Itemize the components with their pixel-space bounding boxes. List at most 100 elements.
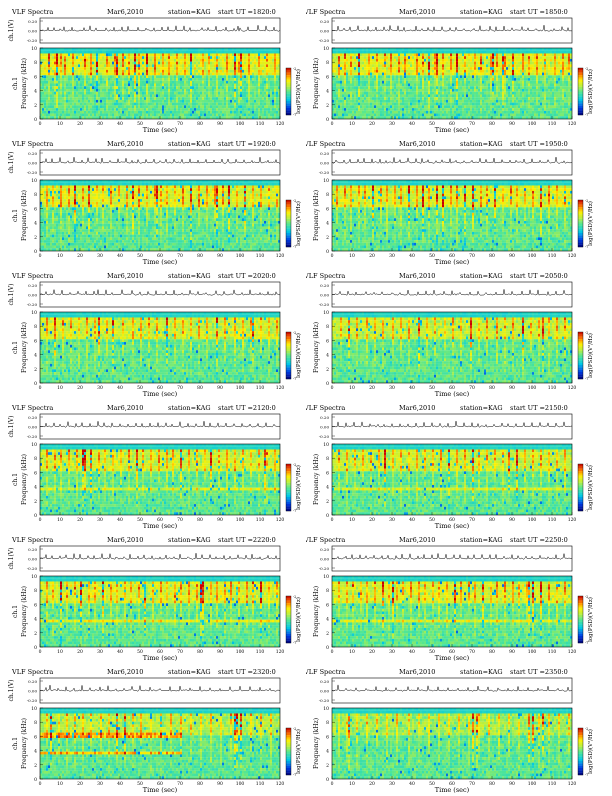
spectrogram-cell — [268, 75, 271, 79]
spectrogram-cell — [198, 99, 201, 103]
spectrogram-cell — [114, 88, 117, 92]
spectrogram-cell — [84, 102, 87, 106]
spectrogram-cell — [60, 108, 63, 111]
spectrogram-cell — [252, 50, 255, 54]
spectrogram-cell — [234, 88, 237, 92]
spectrogram-cell — [430, 50, 433, 54]
spectrogram-cell — [256, 53, 259, 57]
spectrogram-cell — [356, 86, 359, 90]
spectrogram-cell — [54, 88, 57, 92]
spectrogram-cell — [368, 83, 371, 87]
spectrogram-cell — [162, 97, 165, 100]
spectrogram-cell — [392, 110, 395, 114]
spectrogram-cell — [68, 97, 71, 100]
spectrogram-cell — [80, 105, 83, 109]
spectrogram-cell — [148, 86, 151, 90]
spectrogram-cell — [464, 83, 467, 87]
spectrogram-cell — [262, 67, 265, 70]
spectrogram-cell — [418, 108, 421, 111]
spectrogram-cell — [214, 61, 217, 65]
spectrogram-cell — [354, 58, 357, 62]
spectrogram-cell — [154, 113, 157, 117]
spectrogram-cell — [398, 113, 401, 117]
spectrogram-cell — [80, 102, 83, 106]
spectrogram-cell — [66, 102, 69, 106]
spectrogram-cell — [354, 50, 357, 54]
spectrogram-cell — [48, 75, 51, 79]
spectrogram-cell — [206, 75, 209, 79]
spectrogram-cell — [398, 58, 401, 62]
spectrogram-cell — [74, 80, 77, 84]
spectrogram-cell — [380, 102, 383, 106]
spectrogram-cell — [90, 88, 93, 92]
spectrogram-cell — [50, 48, 53, 51]
spectrogram-cell — [444, 88, 447, 92]
spectrogram-cell — [228, 86, 231, 90]
spectrogram-cell — [336, 113, 339, 117]
spectrogram-cell — [106, 102, 109, 106]
spectrogram-cell — [158, 61, 161, 65]
spectrogram-cell — [88, 69, 91, 73]
spectrogram-cell — [164, 50, 167, 54]
spectrogram-cell — [56, 83, 59, 87]
spectrogram-cell — [166, 75, 169, 79]
spectrogram-cell — [428, 97, 431, 100]
spectrogram-cell — [192, 94, 195, 98]
spectrogram-cell — [254, 67, 257, 70]
spectrogram-cell — [180, 80, 183, 84]
spectrogram-cell — [162, 105, 165, 109]
spectrogram-cell — [340, 56, 343, 59]
spectrogram-cell — [74, 94, 77, 98]
spectrogram-cell — [414, 102, 417, 106]
spectrogram-cell — [402, 61, 405, 65]
spectrogram-cell — [44, 113, 47, 117]
spectrogram-cell — [198, 67, 201, 70]
spectrogram-cell — [238, 80, 241, 84]
spectrogram-cell — [266, 116, 269, 120]
spectrogram-cell — [394, 116, 397, 120]
spectrogram-cell — [230, 116, 233, 120]
spectrogram-cell — [376, 110, 379, 114]
spectrogram-cell — [122, 86, 125, 90]
spectrogram-cell — [132, 116, 135, 120]
spectrogram-cell — [90, 50, 93, 54]
spectrogram-cell — [216, 69, 219, 73]
spectrogram-cell — [392, 58, 395, 62]
spectrogram-cell — [332, 116, 335, 120]
spectrogram-cell — [178, 48, 181, 51]
spectrogram-cell — [352, 102, 355, 106]
spectrogram-cell — [230, 53, 233, 57]
spectrogram-cell — [180, 50, 183, 54]
spectrogram-cell — [100, 75, 103, 79]
spectrogram-cell — [222, 67, 225, 70]
spectrogram-cell — [240, 64, 243, 68]
spectrogram-cell — [40, 80, 43, 84]
spectrogram-cell — [148, 67, 151, 70]
spectrogram-cell — [222, 53, 225, 57]
spectrogram-cell — [412, 113, 415, 117]
spectrogram-cell — [254, 108, 257, 111]
spectrogram-cell — [116, 75, 119, 79]
spectrogram-cell — [42, 91, 45, 95]
spectrogram-cell — [452, 97, 455, 100]
spectrogram-cell — [76, 48, 79, 51]
spectrogram-cell — [378, 86, 381, 90]
spectrogram-cell — [152, 91, 155, 95]
spectrogram-cell — [222, 86, 225, 90]
spectrogram-cell — [138, 61, 141, 65]
spectrogram-cell — [370, 116, 373, 120]
spectrogram-cell — [172, 50, 175, 54]
spectrogram-cell — [416, 88, 419, 92]
spectrogram-cell — [438, 86, 441, 90]
spectrogram-cell — [462, 61, 465, 65]
spectrogram-cell — [238, 91, 241, 95]
spectrogram-cell — [258, 116, 261, 120]
spectrogram-cell — [394, 91, 397, 95]
spectrogram-cell — [240, 72, 243, 76]
spectrogram-cell — [468, 97, 471, 100]
colorbar-segment — [286, 93, 291, 97]
spectrogram-cell — [384, 88, 387, 92]
spectrogram-cell — [390, 105, 393, 109]
spectrogram-cell — [258, 97, 261, 100]
colorbar-segment — [286, 110, 291, 113]
